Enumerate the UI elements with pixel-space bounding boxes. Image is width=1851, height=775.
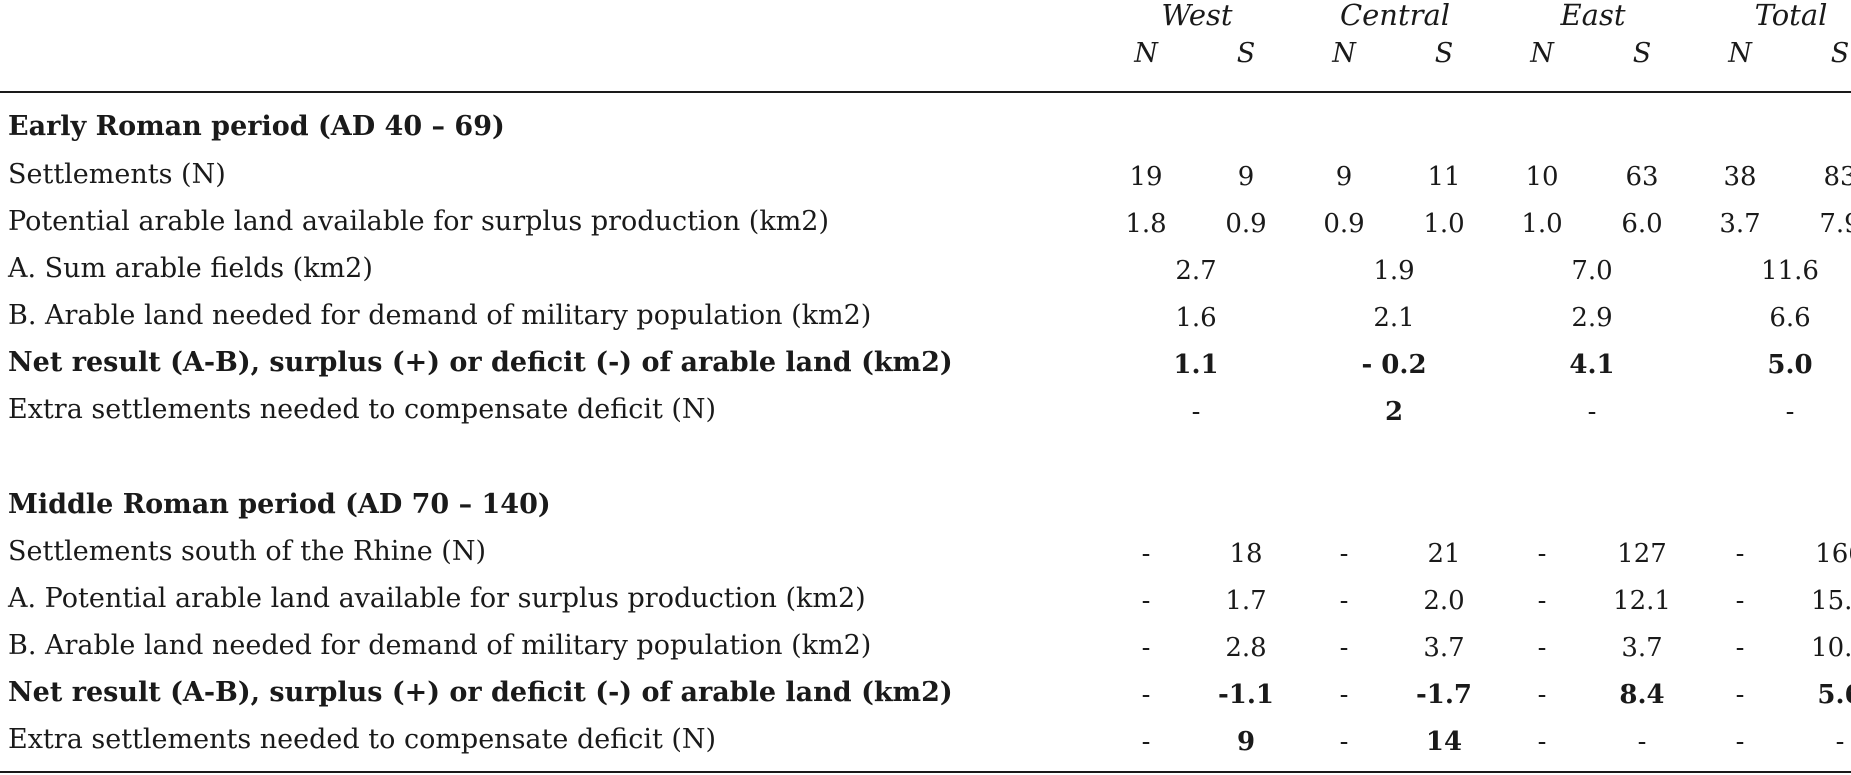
merged-cell: 1.6 bbox=[1175, 303, 1217, 333]
header-rule bbox=[0, 91, 1851, 93]
subheader-central-s: S bbox=[1434, 38, 1454, 69]
cell: -1.7 bbox=[1415, 680, 1473, 710]
merged-cell: 4.1 bbox=[1569, 350, 1615, 380]
cell: - bbox=[1835, 727, 1845, 757]
cell: 14 bbox=[1425, 727, 1463, 757]
cell: -1.1 bbox=[1217, 680, 1275, 710]
cell: 5.6 bbox=[1817, 680, 1851, 710]
cell: - bbox=[1537, 680, 1547, 710]
cell: 15.8 bbox=[1811, 586, 1851, 616]
cell: - bbox=[1637, 727, 1647, 757]
row-label-middle-potential-arable: A. Potential arable land available for s… bbox=[8, 583, 866, 614]
cell: 12.1 bbox=[1613, 586, 1671, 616]
cell: - bbox=[1735, 727, 1745, 757]
cell: - bbox=[1537, 727, 1547, 757]
cell: 3.7 bbox=[1423, 633, 1465, 663]
region-header-east: East bbox=[1560, 0, 1626, 32]
cell: 1.8 bbox=[1125, 209, 1167, 239]
row-label-early-military-demand: B. Arable land needed for demand of mili… bbox=[8, 300, 872, 331]
section-title-middle: Middle Roman period (AD 70 – 140) bbox=[8, 489, 551, 520]
merged-cell: - bbox=[1785, 397, 1795, 427]
cell: 2.8 bbox=[1225, 633, 1267, 663]
row-label-early-extra-settlements: Extra settlements needed to compensate d… bbox=[8, 394, 717, 425]
cell: 127 bbox=[1617, 539, 1667, 569]
cell: 8.4 bbox=[1619, 680, 1665, 710]
cell: - bbox=[1141, 680, 1151, 710]
cell: 10.2 bbox=[1811, 633, 1851, 663]
subheader-central-n: N bbox=[1332, 38, 1356, 69]
subheader-total-n: N bbox=[1728, 38, 1752, 69]
cell: 63 bbox=[1625, 162, 1659, 192]
cell: 9 bbox=[1236, 727, 1256, 757]
cell: 0.9 bbox=[1323, 209, 1365, 239]
cell: 3.7 bbox=[1719, 209, 1761, 239]
subheader-west-s: S bbox=[1236, 38, 1256, 69]
cell: 6.0 bbox=[1621, 209, 1663, 239]
cell: - bbox=[1141, 633, 1151, 663]
cell: 11 bbox=[1427, 162, 1461, 192]
merged-cell: 2.9 bbox=[1571, 303, 1613, 333]
merged-cell: 2.7 bbox=[1175, 256, 1217, 286]
merged-cell: 2 bbox=[1384, 397, 1404, 427]
cell: - bbox=[1735, 539, 1745, 569]
subheader-total-s: S bbox=[1830, 38, 1850, 69]
cell: 21 bbox=[1427, 539, 1461, 569]
cell: 166 bbox=[1815, 539, 1851, 569]
cell: - bbox=[1339, 586, 1349, 616]
cell: - bbox=[1537, 633, 1547, 663]
region-header-total: Total bbox=[1754, 0, 1828, 32]
row-label-middle-extra-settlements: Extra settlements needed to compensate d… bbox=[8, 724, 717, 755]
cell: - bbox=[1339, 539, 1349, 569]
cell: 83 bbox=[1823, 162, 1851, 192]
cell: 9 bbox=[1237, 162, 1255, 192]
cell: - bbox=[1735, 586, 1745, 616]
cell: - bbox=[1537, 539, 1547, 569]
row-label-early-potential-arable: Potential arable land available for surp… bbox=[8, 206, 830, 237]
cell: - bbox=[1339, 633, 1349, 663]
merged-cell: - bbox=[1191, 397, 1201, 427]
cell: - bbox=[1735, 633, 1745, 663]
row-label-early-sum-arable: A. Sum arable fields (km2) bbox=[8, 253, 373, 284]
cell: - bbox=[1735, 680, 1745, 710]
merged-cell: 2.1 bbox=[1373, 303, 1415, 333]
cell: - bbox=[1339, 727, 1349, 757]
region-header-central: Central bbox=[1339, 0, 1451, 32]
row-label-early-settlements: Settlements (N) bbox=[8, 159, 226, 190]
subheader-west-n: N bbox=[1134, 38, 1158, 69]
cell: 18 bbox=[1229, 539, 1263, 569]
bottom-rule bbox=[0, 771, 1851, 773]
cell: 19 bbox=[1129, 162, 1163, 192]
merged-cell: - bbox=[1587, 397, 1597, 427]
row-label-middle-settlements: Settlements south of the Rhine (N) bbox=[8, 536, 486, 567]
cell: - bbox=[1339, 680, 1349, 710]
merged-cell: 5.0 bbox=[1767, 350, 1813, 380]
cell: 2.0 bbox=[1423, 586, 1465, 616]
cell: - bbox=[1141, 727, 1151, 757]
subheader-east-n: N bbox=[1530, 38, 1554, 69]
subheader-east-s: S bbox=[1632, 38, 1652, 69]
row-label-middle-net-result: Net result (A-B), surplus (+) or deficit… bbox=[8, 677, 953, 708]
cell: 0.9 bbox=[1225, 209, 1267, 239]
row-label-early-net-result: Net result (A-B), surplus (+) or deficit… bbox=[8, 347, 953, 378]
merged-cell: 7.0 bbox=[1571, 256, 1613, 286]
cell: 10 bbox=[1525, 162, 1559, 192]
cell: 3.7 bbox=[1621, 633, 1663, 663]
region-header-west: West bbox=[1161, 0, 1233, 32]
cell: 38 bbox=[1723, 162, 1757, 192]
cell: - bbox=[1141, 586, 1151, 616]
row-label-middle-military-demand: B. Arable land needed for demand of mili… bbox=[8, 630, 872, 661]
merged-cell: - 0.2 bbox=[1361, 350, 1427, 380]
merged-cell: 1.1 bbox=[1173, 350, 1219, 380]
section-title-early: Early Roman period (AD 40 – 69) bbox=[8, 111, 505, 142]
cell: 1.0 bbox=[1423, 209, 1465, 239]
cell: - bbox=[1537, 586, 1547, 616]
merged-cell: 1.9 bbox=[1373, 256, 1415, 286]
cell: 1.7 bbox=[1225, 586, 1267, 616]
cell: 9 bbox=[1335, 162, 1353, 192]
merged-cell: 6.6 bbox=[1769, 303, 1811, 333]
cell: - bbox=[1141, 539, 1151, 569]
cell: 1.0 bbox=[1521, 209, 1563, 239]
merged-cell: 11.6 bbox=[1761, 256, 1819, 286]
cell: 7.9 bbox=[1819, 209, 1851, 239]
